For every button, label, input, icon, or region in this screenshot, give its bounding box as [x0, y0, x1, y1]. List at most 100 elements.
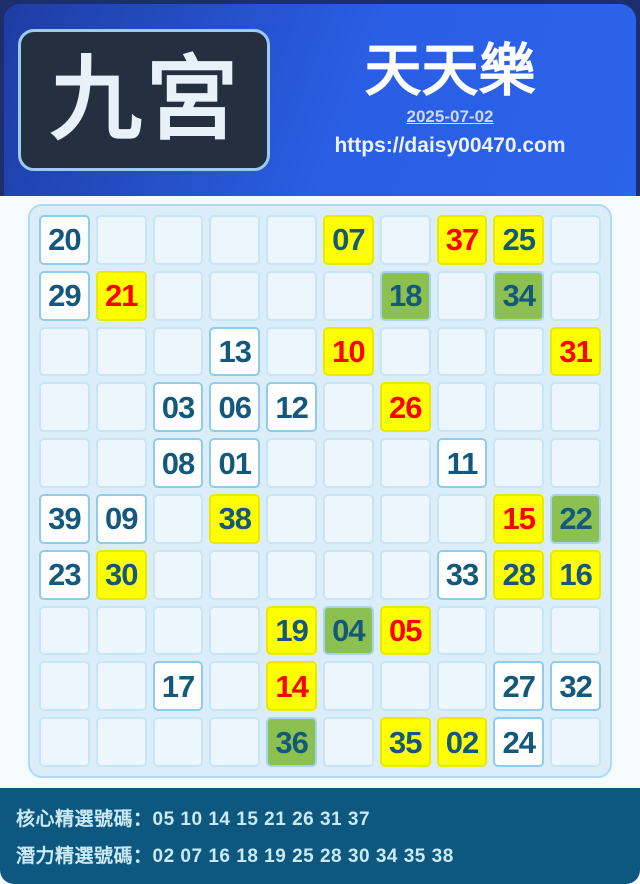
grid-cell-empty	[95, 382, 147, 433]
grid-cell-number: 26	[379, 382, 431, 433]
grid-cell-number: 23	[39, 549, 90, 600]
grid-cell-number: 34	[493, 270, 545, 321]
grid-cell-empty	[493, 326, 545, 377]
grid-cell-empty	[95, 326, 147, 377]
grid-cell-empty	[152, 549, 204, 600]
grid-cell-empty	[550, 438, 601, 488]
core-numbers-values: 05 10 14 15 21 26 31 37	[152, 809, 371, 830]
grid-cell-number: 35	[379, 717, 431, 767]
grid-cell-empty	[322, 661, 374, 712]
grid-cell-empty	[209, 605, 261, 656]
grid-cell-empty	[39, 661, 90, 712]
grid-cell-empty	[322, 438, 374, 488]
grid-cell-empty	[379, 215, 431, 265]
grid-cell-empty	[266, 549, 317, 600]
number-grid: 20 07 37 25 29 21 18 34 13 10 31 03 06 12 26 08 01 11 39 09…	[28, 204, 612, 778]
grid-cell-empty	[209, 717, 261, 767]
core-numbers-line: 核心精選號碼：05 10 14 15 21 26 31 37	[16, 804, 624, 831]
grid-cell-empty	[95, 438, 147, 488]
grid-cell-empty	[95, 717, 147, 767]
potential-numbers-label: 潛力精選號碼：	[16, 846, 153, 867]
grid-cell-number: 01	[209, 438, 261, 488]
grid-cell-empty	[550, 717, 601, 767]
grid-cell-empty	[493, 382, 545, 433]
grid-cell-number: 02	[436, 717, 488, 767]
nine-grid-badge: 九宮	[18, 29, 270, 171]
grid-cell-empty	[95, 215, 147, 265]
grid-cell-empty	[39, 605, 90, 656]
grid-cell-empty	[436, 270, 488, 321]
grid-cell-empty	[493, 605, 545, 656]
grid-cell-empty	[95, 661, 147, 712]
grid-cell-empty	[436, 493, 488, 544]
grid-cell-number: 33	[436, 549, 488, 600]
grid-cell-number: 18	[379, 270, 431, 321]
potential-numbers-line: 潛力精選號碼：02 07 16 18 19 25 28 30 34 35 38	[16, 841, 624, 868]
grid-cell-empty	[550, 270, 601, 321]
grid-cell-empty	[322, 493, 374, 544]
grid-cell-empty	[322, 270, 374, 321]
draw-date-link[interactable]: 2025-07-02	[406, 106, 494, 126]
grid-cell-number: 07	[322, 215, 374, 265]
grid-cell-empty	[95, 605, 147, 656]
grid-cell-number: 15	[493, 493, 545, 544]
grid-cell-empty	[550, 605, 601, 656]
nine-grid-badge-label: 九宮	[49, 49, 242, 151]
grid-cell-empty	[209, 215, 261, 265]
grid-cell-number: 32	[550, 661, 601, 712]
grid-cell-number: 20	[39, 215, 90, 265]
board-wrap: 20 07 37 25 29 21 18 34 13 10 31 03 06 12 26 08 01 11 39 09…	[0, 196, 640, 778]
grid-cell-empty	[493, 438, 545, 488]
grid-cell-number: 25	[493, 215, 545, 265]
grid-cell-empty	[379, 438, 431, 488]
grid-cell-empty	[266, 493, 317, 544]
grid-cell-number: 13	[209, 326, 261, 377]
site-url[interactable]: https://daisy00470.com	[334, 133, 566, 157]
grid-cell-empty	[322, 549, 374, 600]
grid-cell-number: 29	[39, 270, 90, 321]
potential-numbers-values: 02 07 16 18 19 25 28 30 34 35 38	[152, 846, 454, 867]
grid-cell-number: 31	[550, 326, 601, 377]
grid-cell-empty	[550, 215, 601, 265]
grid-cell-empty	[322, 717, 374, 767]
grid-cell-number: 16	[550, 549, 601, 600]
grid-cell-empty	[436, 661, 488, 712]
grid-cell-empty	[152, 493, 204, 544]
grid-cell-empty	[39, 382, 90, 433]
grid-cell-empty	[209, 270, 261, 321]
grid-cell-number: 14	[266, 661, 317, 712]
grid-cell-number: 36	[266, 717, 317, 767]
grid-cell-empty	[266, 438, 317, 488]
grid-cell-empty	[266, 270, 317, 321]
grid-cell-number: 39	[39, 493, 90, 544]
grid-cell-empty	[266, 326, 317, 377]
grid-cell-number: 09	[95, 493, 147, 544]
header: 九宮 天天樂 2025-07-02 https://daisy00470.com	[0, 0, 640, 196]
grid-cell-empty	[39, 717, 90, 767]
core-numbers-label: 核心精選號碼：	[16, 809, 153, 830]
header-card: 九宮 天天樂 2025-07-02 https://daisy00470.com	[4, 4, 636, 196]
grid-cell-number: 03	[152, 382, 204, 433]
grid-cell-empty	[436, 605, 488, 656]
grid-cell-number: 12	[266, 382, 317, 433]
grid-cell-number: 21	[95, 270, 147, 321]
grid-cell-number: 06	[209, 382, 261, 433]
grid-cell-empty	[436, 326, 488, 377]
grid-cell-empty	[266, 215, 317, 265]
grid-cell-empty	[379, 661, 431, 712]
grid-cell-empty	[152, 717, 204, 767]
grid-cell-number: 38	[209, 493, 261, 544]
grid-cell-empty	[39, 326, 90, 377]
grid-cell-number: 30	[95, 549, 147, 600]
grid-cell-empty	[152, 326, 204, 377]
grid-cell-empty	[379, 549, 431, 600]
footer: 核心精選號碼：05 10 14 15 21 26 31 37 潛力精選號碼：02…	[0, 788, 640, 884]
grid-cell-empty	[436, 382, 488, 433]
grid-cell-number: 22	[550, 493, 601, 544]
grid-cell-empty	[152, 270, 204, 321]
grid-cell-number: 11	[436, 438, 488, 488]
grid-cell-number: 04	[322, 605, 374, 656]
grid-cell-empty	[379, 326, 431, 377]
grid-cell-number: 17	[152, 661, 204, 712]
